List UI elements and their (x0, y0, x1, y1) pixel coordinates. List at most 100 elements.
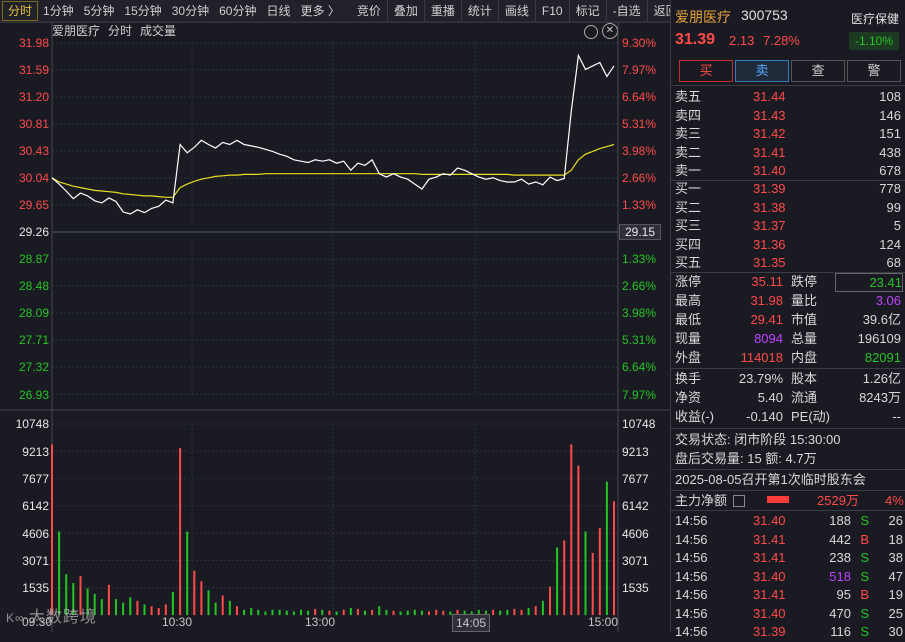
vol-label-right: 1535 (622, 581, 649, 595)
vol-label-right: 4606 (622, 527, 649, 541)
stat-low-value: 29.41 (750, 312, 783, 327)
panel-stock-name: 爱朋医疗 (675, 9, 731, 25)
tick-vol: 95 (836, 587, 851, 602)
tf-15min[interactable]: 15分钟 (124, 4, 162, 18)
tick-time: 14:56 (675, 568, 708, 584)
tf-30min[interactable]: 30分钟 (171, 4, 210, 18)
sell-button[interactable]: 卖 (735, 60, 789, 82)
replay-button[interactable]: 重播 (425, 0, 462, 22)
tick-vol: 470 (829, 605, 851, 621)
volume-bar (342, 609, 345, 616)
pct-label: 5.31% (622, 117, 657, 131)
divider (671, 368, 905, 369)
tick-row: 14:56 31.40 470 S 25 (675, 605, 903, 624)
volume-bar (605, 481, 608, 616)
stat-inner-label: 内盘 (791, 350, 818, 365)
volume-bar (392, 610, 395, 616)
price-label: 30.04 (18, 171, 49, 185)
vol-label: 6142 (22, 499, 49, 513)
volume-bar (563, 540, 566, 616)
bid-row[interactable]: 买四 31.36 124 (675, 236, 901, 252)
volume-bar (484, 610, 487, 616)
stat-outer-value: 114018 (740, 350, 783, 365)
ask-row[interactable]: 卖二 31.41 438 (675, 144, 901, 160)
price-label: 27.32 (18, 360, 49, 374)
ask-row[interactable]: 卖一 31.40 678 (675, 163, 901, 178)
volume-bar (100, 599, 103, 616)
volume-bar (321, 609, 324, 616)
tick-vol: 116 (830, 624, 851, 639)
mark-button[interactable]: 标记 (570, 0, 607, 22)
tick-row: 14:56 31.40 188 S 26 (675, 512, 903, 531)
stat-pe-label: PE(动) (791, 409, 831, 424)
bid-row[interactable]: 买一 31.39 778 (675, 181, 901, 196)
stat-vol-ratio-label: 量比 (791, 293, 818, 308)
query-button[interactable]: 查 (791, 60, 845, 82)
stats-button[interactable]: 统计 (462, 0, 499, 22)
volume-bar (598, 528, 601, 616)
chart-settings-icon[interactable] (584, 25, 598, 39)
alert-button[interactable]: 警 (847, 60, 901, 82)
remove-watchlist-button[interactable]: -自选 (607, 0, 648, 22)
pct-label: 1.33% (622, 252, 657, 266)
volume-bar (307, 610, 310, 616)
tf-60min[interactable]: 60分钟 (219, 4, 257, 18)
pct-label: 2.66% (622, 171, 657, 185)
tick-price: 31.40 (753, 568, 786, 584)
price-label: 27.71 (18, 333, 49, 347)
overlay-button[interactable]: 叠加 (388, 0, 425, 22)
price-label: 29.26 (18, 225, 49, 239)
ask-row[interactable]: 卖四 31.43 146 (675, 107, 901, 123)
tick-time: 14:56 (675, 513, 708, 528)
trade-status: 交易状态: 闭市阶段 15:30:00 (675, 432, 841, 447)
sector-name[interactable]: 医疗保健 (851, 12, 900, 26)
stat-limit-up-label: 涨停 (675, 274, 702, 289)
stat-limit-up-value: 35.11 (751, 274, 783, 289)
bid-row[interactable]: 买二 31.38 99 (675, 199, 901, 215)
pct-label: 2.66% (622, 279, 657, 293)
intraday-chart[interactable] (0, 0, 670, 632)
tf-more[interactable]: 更多 〉 (300, 4, 340, 18)
divider (671, 180, 905, 181)
tf-intraday[interactable]: 分时 (2, 1, 39, 21)
ask-row[interactable]: 卖五 31.44 108 (675, 89, 901, 104)
volume-bar (591, 552, 594, 616)
pct-label: 9.30% (622, 36, 657, 50)
volume-bar (257, 609, 260, 616)
x-label-1405: 14:05 (452, 614, 491, 632)
notice-text[interactable]: 2025-08-05召开第1次临时股东会 (675, 472, 866, 487)
volume-bar (435, 609, 438, 616)
volume-bar (86, 588, 89, 616)
volume-bar (499, 610, 502, 616)
volume-bar (364, 610, 366, 616)
volume-bar (442, 610, 445, 616)
volume-bar (506, 609, 509, 616)
volume-bar (65, 574, 68, 616)
bid-row[interactable]: 买五 31.35 68 (675, 255, 901, 270)
main-flow-toggle-icon[interactable] (733, 495, 745, 507)
vol-label: 10748 (15, 417, 49, 431)
volume-bar (541, 600, 544, 616)
ask-row[interactable]: 卖三 31.42 151 (675, 126, 901, 141)
volume-bar (271, 609, 274, 616)
buy-button[interactable]: 买 (679, 60, 733, 82)
stat-vol-ratio-value: 3.06 (875, 293, 901, 308)
pct-label: 5.31% (622, 333, 657, 347)
volume-bar (115, 599, 117, 616)
draw-button[interactable]: 画线 (499, 0, 536, 22)
vol-label: 9213 (22, 445, 49, 459)
chart-indicator: 成交量 (140, 24, 177, 38)
volume-bar (406, 610, 409, 616)
f10-button[interactable]: F10 (536, 0, 570, 22)
tf-1min[interactable]: 1分钟 (43, 4, 74, 18)
auction-button[interactable]: 竞价 (351, 0, 388, 22)
volume-bar (207, 590, 210, 616)
stat-nav-label: 净资 (675, 390, 702, 405)
tf-daily[interactable]: 日线 (266, 4, 291, 18)
volume-bar (300, 609, 302, 616)
tick-row: 14:56 31.41 95 B 19 (675, 586, 903, 605)
bid-row[interactable]: 买三 31.37 5 (675, 218, 901, 233)
price-label: 28.87 (18, 252, 49, 266)
tf-5min[interactable]: 5分钟 (83, 4, 115, 18)
stat-shares-value: 1.26亿 (862, 371, 901, 386)
